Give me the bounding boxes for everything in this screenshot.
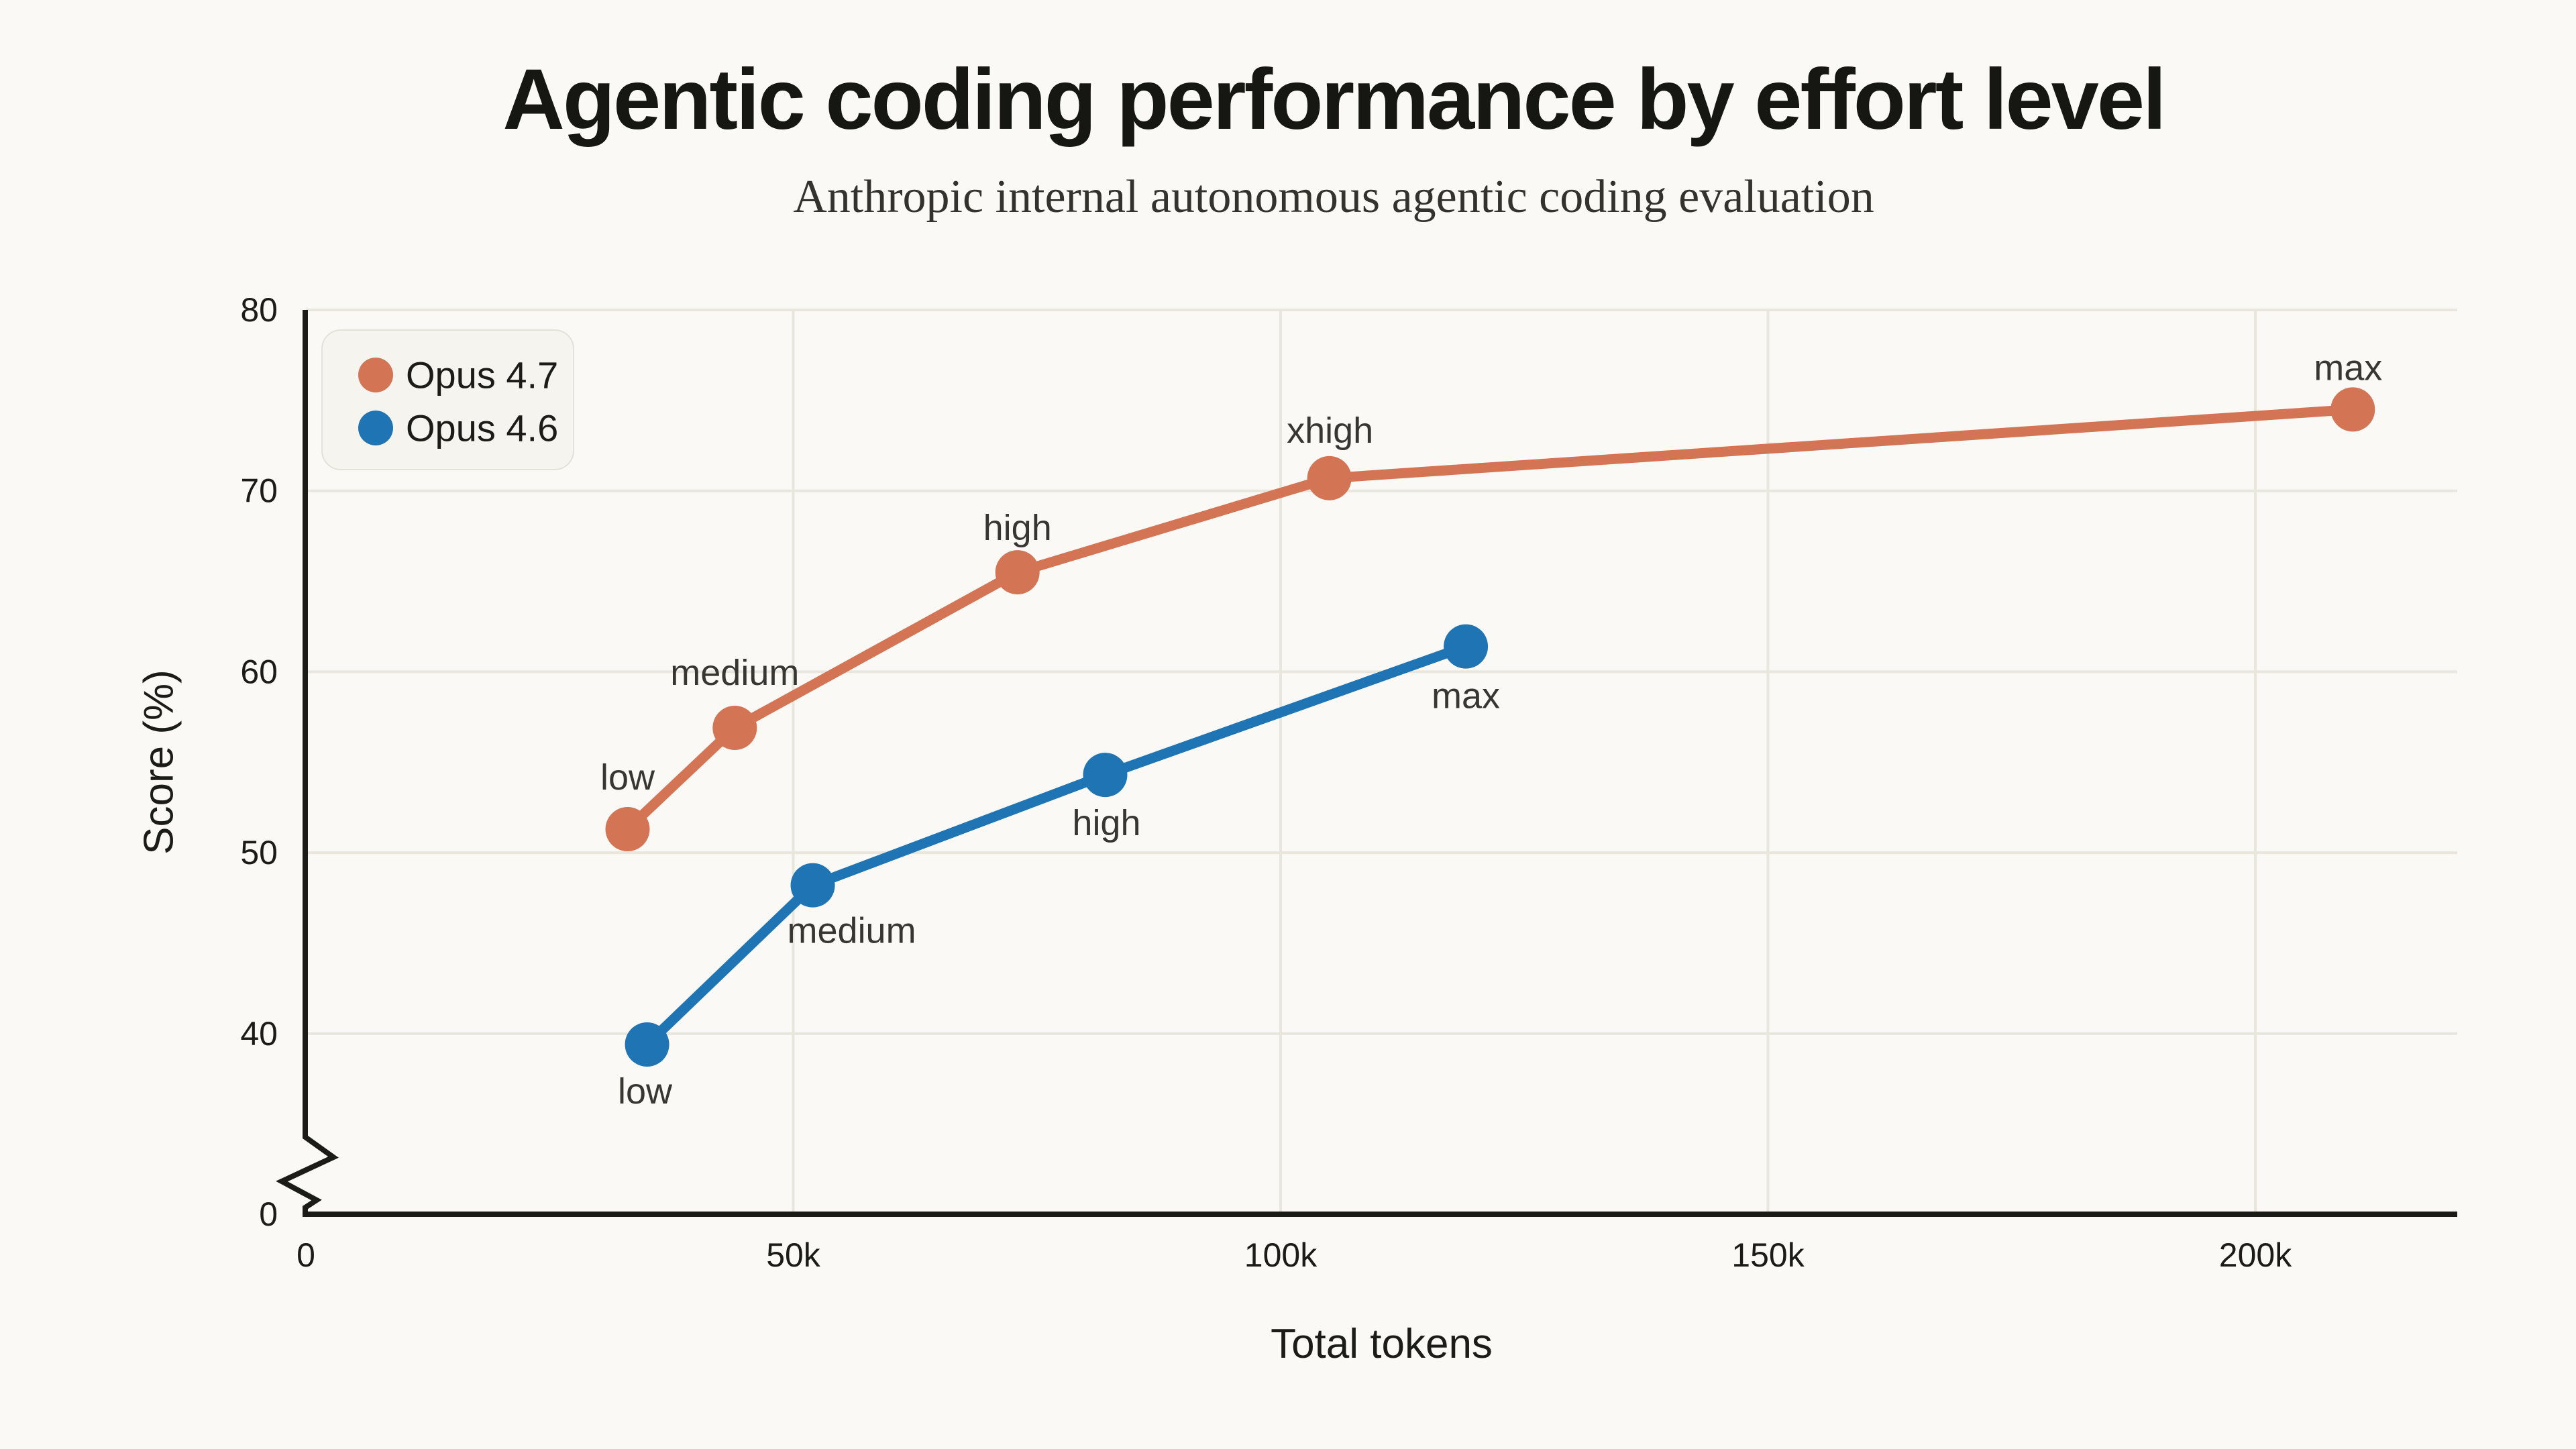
data-point [1307,455,1352,500]
series-line [623,404,2358,835]
data-point [995,550,1040,595]
y-axis-with-break [276,310,339,1214]
y-tick-label: 50 [240,834,278,871]
series-opus-4-7: low medium high xhigh max [600,347,2382,852]
point-label: max [2314,347,2382,388]
x-tick-label: 100k [1244,1236,1318,1274]
data-point [1444,624,1489,669]
point-label: medium [670,653,799,693]
legend-swatch [358,411,393,445]
page-title: Agentic coding performance by effort lev… [502,52,2166,148]
point-label: low [600,757,655,798]
legend-label: Opus 4.7 [406,354,558,396]
point-label: high [983,508,1052,548]
point-label: xhigh [1287,411,1373,451]
legend-swatch [358,358,393,392]
point-label: low [618,1071,673,1112]
x-tick-label: 200k [2219,1236,2292,1274]
y-tick-label: 80 [240,291,278,329]
x-tick-label: 0 [297,1236,315,1274]
point-label: high [1072,803,1140,843]
data-point [625,1022,669,1067]
data-point [2330,387,2375,432]
x-tick-label: 50k [766,1236,821,1274]
legend-label: Opus 4.6 [406,407,558,449]
point-label: max [1432,676,1500,716]
x-tick-label: 150k [1731,1236,1805,1274]
data-point [712,706,757,751]
page-subtitle: Anthropic internal autonomous agentic co… [793,171,1874,223]
data-point [790,863,835,908]
y-tick-label: 40 [240,1015,278,1053]
axes [276,310,2457,1217]
y-tick-label: 70 [240,472,278,510]
x-axis-title: Total tokens [1271,1321,1493,1367]
y-tick-label: 60 [240,653,278,690]
legend: Opus 4.7 Opus 4.6 [321,329,574,470]
y-tick-label: 0 [259,1195,278,1233]
tick-labels: 80 70 60 50 40 00 50k 100k 150k 200k [240,291,2292,1274]
point-label: medium [788,911,916,951]
series-opus-4-6: low medium high max [618,624,1500,1112]
data-point [1083,753,1128,798]
data-point [605,807,650,852]
series-line [642,641,1471,1050]
y-axis-title: Score (%) [136,669,182,855]
